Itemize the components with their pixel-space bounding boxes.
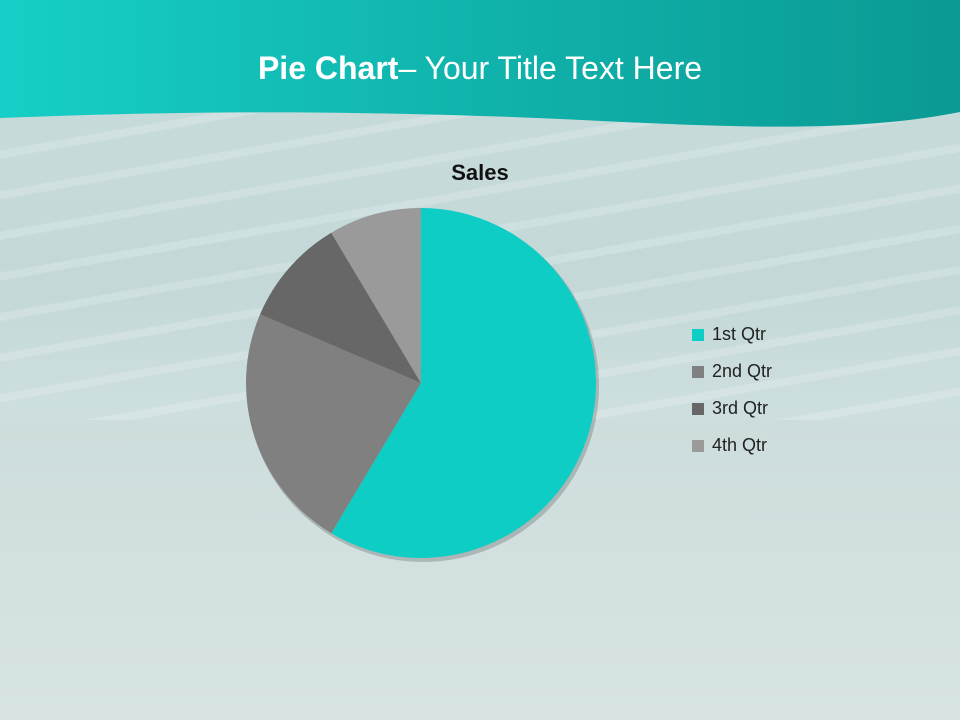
- chart-title: Sales: [451, 160, 509, 185]
- pie-slice-4: [331, 208, 421, 383]
- header-band: [0, 0, 960, 127]
- legend-item: 3rd Qtr: [692, 390, 772, 427]
- legend-swatch: [692, 365, 704, 378]
- pie-slice-1: [331, 208, 597, 558]
- legend-item: 4th Qtr: [692, 427, 772, 464]
- legend-label: 3rd Qtr: [712, 398, 769, 418]
- legend-swatch: [692, 328, 704, 341]
- legend: 1st Qtr 2nd Qtr 3rd Qtr 4th Qtr: [692, 316, 772, 464]
- legend-swatch: [692, 402, 704, 415]
- legend-swatch: [692, 439, 704, 452]
- legend-label: 2nd Qtr: [712, 361, 773, 381]
- legend-label: 1st Qtr: [712, 324, 767, 344]
- pie-slice-3: [260, 232, 421, 383]
- legend-item: 1st Qtr: [692, 316, 772, 353]
- legend-item: 2nd Qtr: [692, 353, 772, 390]
- legend-label: 4th Qtr: [712, 435, 768, 455]
- pie-slice-2: [245, 314, 421, 534]
- slide-title: Pie Chart– Your Title Text Here: [257, 50, 703, 86]
